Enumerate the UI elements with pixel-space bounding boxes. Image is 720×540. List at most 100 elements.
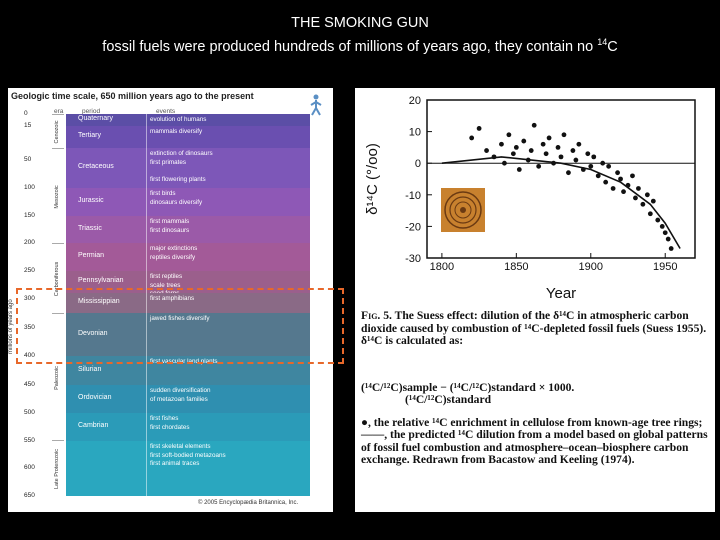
data-point (621, 189, 626, 195)
event-label: first primates (150, 158, 187, 166)
data-point (591, 154, 597, 160)
band-divider (146, 243, 147, 271)
data-point (603, 179, 609, 185)
period-events: first vascular land plants (150, 358, 218, 367)
era-cell: Carboniferous (52, 243, 64, 314)
tick-label: 600 (24, 464, 35, 471)
data-point (551, 160, 556, 166)
era-label: Cenozoic (54, 120, 60, 144)
event-label: first dinosaurs (150, 226, 190, 234)
period-label: Quaternary (78, 115, 114, 122)
geologic-time-scale: Geologic time scale, 650 million years a… (8, 88, 333, 512)
band-divider (146, 356, 147, 385)
event-label: jawed fishes diversify (150, 315, 210, 322)
data-point (630, 173, 635, 179)
period-header: period (82, 108, 101, 115)
band-divider (146, 126, 147, 148)
data-point (558, 154, 564, 160)
tick-label: 400 (24, 352, 35, 359)
band-divider (146, 313, 147, 356)
equation: (¹⁴C/¹²C)sample − (¹⁴C/¹²C)standard × 10… (361, 381, 711, 407)
data-point (484, 148, 489, 153)
events-header: events (156, 108, 176, 115)
event-label: first reptiles (150, 273, 183, 280)
period-band: Devonian jawed fishes diversify (66, 313, 310, 356)
period-events: mammals diversify (150, 128, 202, 137)
period-band: Ordovician sudden diversification of metaz… (66, 385, 310, 413)
data-point (585, 151, 591, 157)
data-point (491, 154, 497, 160)
y-tick-label: 0 (415, 158, 421, 170)
event-label: first mammals (150, 218, 190, 225)
period-label: Cambrian (78, 422, 109, 429)
period-events: evolution of humans (150, 116, 206, 125)
tick-label: 550 (24, 437, 35, 444)
highlight-box (16, 288, 344, 364)
data-point (668, 246, 674, 251)
period-events: first amphibians (150, 295, 194, 304)
event-label: scale trees (150, 281, 181, 289)
data-point (580, 167, 586, 172)
band-divider (146, 293, 147, 313)
data-point (531, 122, 537, 128)
title-subheading: fossil fuels were produced hundreds of m… (0, 33, 720, 57)
data-point (555, 145, 561, 150)
era-header: era (54, 108, 64, 115)
tick-label: 200 (24, 239, 35, 246)
data-point (525, 157, 531, 163)
tick-label: 0 (24, 110, 28, 117)
data-point (659, 224, 665, 229)
data-point (546, 135, 552, 141)
era-cell: Cenozoic (52, 114, 64, 149)
x-axis-label: Year (546, 285, 576, 302)
period-band: Cretaceous extinction of dinosaurs first p… (66, 148, 310, 188)
data-point (573, 157, 579, 163)
event-label: dinosaurs diversify (150, 198, 203, 206)
event-label: first vascular land plants (150, 358, 218, 365)
event-label: first skeletal elements (150, 443, 211, 450)
period-band: Mississippian first amphibians (66, 293, 310, 313)
data-point (521, 138, 527, 144)
data-point (606, 163, 612, 169)
data-point (625, 182, 631, 188)
data-point (588, 163, 594, 169)
y-tick-label: -30 (405, 253, 421, 265)
event-label: reptiles diversify (150, 253, 196, 261)
band-divider (146, 148, 147, 188)
period-band: Quaternary evolution of humans (66, 114, 310, 126)
data-point (650, 198, 656, 204)
event-label: extinction of dinosaurs (150, 150, 213, 157)
band-divider (146, 216, 147, 243)
data-point (476, 126, 482, 131)
caption-title: The Suess effect: dilution of the δ¹⁴C i… (361, 309, 707, 347)
event-label: sudden diversification (150, 387, 211, 394)
period-events: first birds dinosaurs diversify (150, 190, 202, 207)
period-events: major extinctions reptiles diversify (150, 245, 197, 262)
period-label: Jurassic (78, 197, 104, 204)
data-point (576, 141, 582, 147)
period-band: Silurian first vascular land plants (66, 356, 310, 385)
slide-title: THE SMOKING GUN fossil fuels were produc… (0, 14, 720, 57)
data-point (510, 151, 516, 157)
equation-denominator: (¹⁴C/¹²C)standard (405, 393, 492, 406)
data-point (662, 230, 668, 236)
geo-title: Geologic time scale, 650 million years a… (11, 91, 254, 101)
delta14c-chart: 20 10 0 -10 -20 -30 1800 1850 1900 1950 Year δ¹⁴C (… (364, 95, 696, 302)
caption-body: ●, the relative ¹⁴C enrichment in cellul… (361, 415, 708, 466)
period-label: Silurian (78, 365, 102, 373)
data-point (516, 167, 522, 172)
data-point (665, 236, 671, 242)
period-label: Cretaceous (78, 163, 114, 170)
event-label: of metazoan families (150, 395, 208, 403)
data-point (633, 195, 638, 201)
tick-label: 300 (24, 295, 35, 302)
event-label: first birds (150, 190, 176, 197)
tick-label: 250 (24, 267, 35, 274)
data-point (595, 173, 601, 179)
period-band: Tertiary mammals diversify (66, 126, 310, 148)
period-label: Pennsylvanian (78, 277, 124, 284)
data-point (636, 186, 641, 191)
band-divider (146, 441, 147, 496)
period-events: first fishes first chordates (150, 415, 190, 432)
data-point (528, 148, 534, 153)
